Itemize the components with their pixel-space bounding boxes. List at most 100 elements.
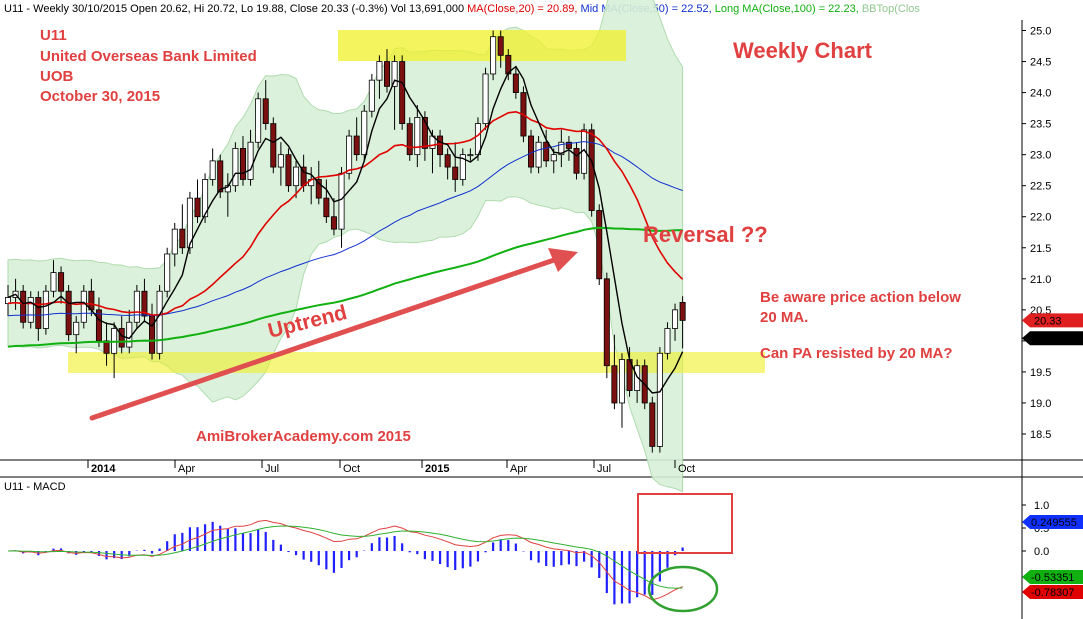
macd-tick-label: 0.0 bbox=[1034, 546, 1049, 558]
candle-body bbox=[20, 290, 27, 323]
candle-body bbox=[399, 61, 406, 125]
short-ma-line bbox=[7, 65, 684, 394]
watermark: AmiBrokerAcademy.com 2015 bbox=[196, 428, 411, 445]
candle-body bbox=[596, 210, 603, 280]
candle-body bbox=[679, 301, 686, 321]
candle-body bbox=[512, 73, 519, 93]
candle-body bbox=[285, 154, 292, 187]
candle-body bbox=[368, 79, 375, 112]
time-tick-label: Apr bbox=[178, 463, 195, 475]
time-tick-label: Apr bbox=[510, 463, 527, 475]
candle-body bbox=[323, 197, 330, 218]
annotation-note-1a: Be aware price action below bbox=[760, 289, 961, 306]
price-tick-label: 21.0 bbox=[1030, 274, 1051, 286]
candle-body bbox=[58, 272, 65, 292]
macd-value-label: -0.78307 bbox=[1031, 587, 1074, 599]
candle-body bbox=[80, 290, 87, 323]
price-tick-label: 19.0 bbox=[1030, 398, 1051, 410]
candle-body bbox=[459, 154, 466, 180]
annotation-note-2: Can PA resisted by 20 MA? bbox=[760, 345, 953, 362]
time-tick-label: Jul bbox=[597, 463, 611, 475]
candle-body bbox=[437, 135, 444, 156]
candle-body bbox=[277, 154, 284, 168]
macd-value-label: 0.249555 bbox=[1031, 517, 1077, 529]
macd-value-badge bbox=[1022, 515, 1083, 529]
candle-body bbox=[391, 61, 398, 87]
candle-body bbox=[672, 309, 679, 329]
candle-group bbox=[5, 30, 686, 453]
candle-body bbox=[490, 36, 497, 75]
candle-body bbox=[95, 309, 102, 342]
candle-body bbox=[338, 172, 345, 230]
price-tick-label: 22.5 bbox=[1030, 181, 1051, 193]
info-abbr: UOB bbox=[40, 68, 74, 85]
candle-body bbox=[656, 352, 663, 447]
ma100-line bbox=[7, 226, 683, 348]
candle-body bbox=[118, 328, 125, 348]
candle-body bbox=[73, 321, 80, 336]
price-tick-label: 22.0 bbox=[1030, 212, 1051, 224]
candle-body bbox=[376, 61, 383, 81]
candle-body bbox=[414, 117, 421, 156]
candle-body bbox=[383, 61, 390, 87]
candle-body bbox=[270, 123, 277, 168]
chart-header: U11 - Weekly 30/10/2015 Open 20.62, Hi 2… bbox=[4, 3, 920, 15]
price-tick-label: 18.5 bbox=[1030, 429, 1051, 441]
time-tick-label: Oct bbox=[343, 463, 360, 475]
annotation-reversal: Reversal ?? bbox=[643, 222, 768, 247]
candle-body bbox=[361, 110, 368, 156]
macd-title: U11 - MACD bbox=[4, 481, 66, 493]
candle-body bbox=[558, 141, 565, 156]
time-axis: 2014 Apr Jul Oct 2015 Apr Jul Oct bbox=[87, 460, 695, 475]
macd-group bbox=[7, 493, 733, 613]
candle-body bbox=[634, 365, 641, 391]
candle-body bbox=[444, 154, 451, 168]
candle-body bbox=[573, 148, 580, 174]
candle-body bbox=[141, 290, 148, 317]
candle-body bbox=[664, 328, 671, 354]
candle-body bbox=[421, 117, 428, 149]
annotation-note-1b: 20 MA. bbox=[760, 309, 808, 326]
candle-body bbox=[209, 160, 216, 180]
candle-body bbox=[194, 197, 201, 218]
candle-body bbox=[528, 135, 535, 168]
macd-crossover-circle bbox=[647, 565, 719, 613]
candle-body bbox=[232, 148, 239, 187]
candle-body bbox=[42, 290, 49, 329]
header-segment-3: Long MA(Close,100) = 22.23, bbox=[715, 3, 862, 15]
candle-body bbox=[179, 228, 186, 249]
price-tick-label: 23.5 bbox=[1030, 119, 1051, 131]
ma20-line bbox=[7, 110, 684, 316]
candle-body bbox=[482, 73, 489, 125]
candle-body bbox=[126, 321, 133, 348]
price-tick-label: 21.5 bbox=[1030, 243, 1051, 255]
signal-line bbox=[7, 525, 683, 589]
candle-body bbox=[603, 278, 610, 367]
candle-body bbox=[452, 166, 459, 180]
candle-body bbox=[164, 253, 171, 292]
candle-body bbox=[497, 36, 504, 56]
header-segment-1: MA(Close,20) = 20.89, bbox=[467, 3, 580, 15]
time-tick-label: 2014 bbox=[91, 463, 116, 475]
annotation-overlays bbox=[89, 248, 578, 421]
candle-body bbox=[262, 98, 269, 125]
candle-body bbox=[611, 365, 618, 404]
candle-body bbox=[186, 197, 193, 249]
candle-body bbox=[255, 98, 262, 143]
candle-body bbox=[5, 297, 11, 305]
candle-body bbox=[239, 148, 246, 180]
macd-line bbox=[7, 519, 683, 601]
candle-body bbox=[103, 340, 110, 354]
candle-body bbox=[133, 290, 140, 323]
bb-value-label: 20.0422 bbox=[1031, 333, 1071, 345]
candle-body bbox=[565, 141, 572, 149]
candle-body bbox=[65, 290, 72, 336]
time-tick-label: Jul bbox=[265, 463, 279, 475]
last-close-badge bbox=[1022, 313, 1083, 328]
candle-body bbox=[406, 123, 413, 156]
candle-body bbox=[156, 290, 163, 354]
candle-body bbox=[467, 154, 474, 157]
candle-body bbox=[649, 402, 656, 447]
